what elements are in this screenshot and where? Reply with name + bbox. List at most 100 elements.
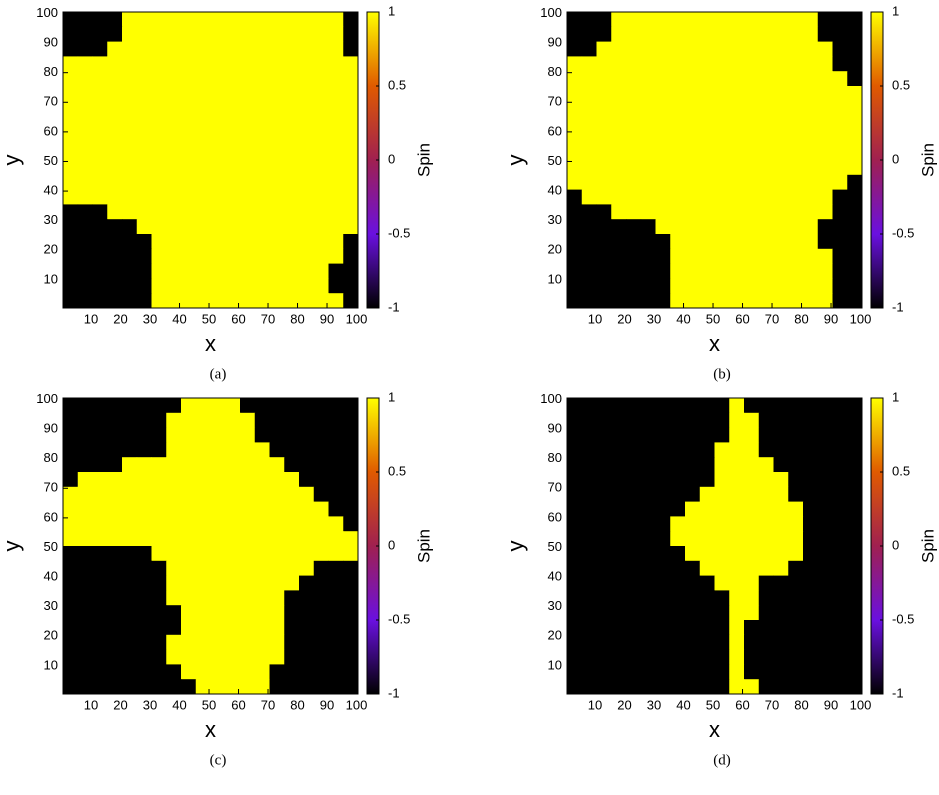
spin-cell [744, 516, 760, 532]
spin-cell [699, 219, 715, 235]
spin-cell [773, 457, 789, 473]
spin-cell [92, 590, 108, 606]
spin-cell [225, 605, 241, 621]
spin-cell [699, 86, 715, 102]
spin-cell [670, 620, 686, 636]
spin-cell [254, 130, 270, 146]
y-tick-label: 20 [44, 242, 58, 257]
spin-cell [714, 457, 730, 473]
spin-cell [328, 145, 344, 161]
spin-cell [122, 278, 138, 294]
spin-cell [240, 26, 256, 42]
spin-cell [611, 457, 627, 473]
spin-cell [77, 486, 93, 502]
spin-cell [817, 427, 833, 443]
spin-cell [181, 398, 197, 414]
spin-cell [181, 560, 197, 576]
spin-cell [729, 234, 745, 250]
spin-cell [122, 204, 138, 220]
spin-cell [670, 531, 686, 547]
spin-cell [640, 620, 656, 636]
spin-cell [758, 427, 774, 443]
spin-cell [269, 427, 285, 443]
spin-cell [655, 100, 671, 116]
spin-cell [744, 398, 760, 414]
spin-cell [210, 398, 226, 414]
x-tick-label: 60 [231, 311, 245, 326]
y-tick-label: 60 [548, 123, 562, 138]
spin-cell [847, 189, 863, 205]
spin-cell [225, 501, 241, 517]
x-tick-label: 90 [824, 311, 838, 326]
spin-cell [788, 649, 804, 665]
spin-cell [77, 115, 93, 131]
spin-cell [210, 590, 226, 606]
spin-cell [122, 486, 138, 502]
spin-cell [581, 219, 597, 235]
spin-cell [567, 486, 583, 502]
spin-cell [299, 189, 315, 205]
spin-cell [225, 86, 241, 102]
spin-cell [284, 427, 300, 443]
spin-cell [758, 605, 774, 621]
spin-cell [136, 605, 152, 621]
spin-cell [744, 204, 760, 220]
spin-cell [699, 664, 715, 680]
spin-cell [210, 174, 226, 190]
spin-cell [284, 546, 300, 562]
spin-cell [596, 130, 612, 146]
spin-cell [596, 56, 612, 72]
spin-cell [107, 531, 123, 547]
spin-cell [210, 427, 226, 443]
colorbar-tick-label: 1 [388, 3, 395, 18]
spin-cell [758, 115, 774, 131]
spin-cell [817, 12, 833, 28]
spin-cell [626, 248, 642, 264]
spin-cell [284, 442, 300, 458]
spin-cell [107, 649, 123, 665]
spin-cell [181, 531, 197, 547]
spin-cell [847, 590, 863, 606]
spin-cell [313, 174, 329, 190]
spin-cell [803, 41, 819, 57]
spin-cell [611, 86, 627, 102]
spin-cell [343, 457, 359, 473]
spin-cell [596, 620, 612, 636]
spin-cell [77, 412, 93, 428]
spin-cell [670, 130, 686, 146]
spin-cell [92, 501, 108, 517]
spin-cell [210, 575, 226, 591]
spin-cell [773, 26, 789, 42]
spin-cell [328, 679, 344, 695]
spin-cell [136, 590, 152, 606]
spin-cell [567, 56, 583, 72]
spin-cell [240, 649, 256, 665]
spin-cell [269, 575, 285, 591]
spin-cell [847, 634, 863, 650]
x-tick-label: 10 [588, 311, 602, 326]
spin-cell [803, 115, 819, 131]
spin-cell [63, 248, 79, 264]
spin-cell [685, 457, 701, 473]
spin-cell [832, 56, 848, 72]
spin-cell [240, 130, 256, 146]
spin-cell [181, 234, 197, 250]
spin-cell [655, 649, 671, 665]
spin-cell [343, 560, 359, 576]
x-tick-label: 60 [735, 311, 749, 326]
spin-cell [685, 634, 701, 650]
spin-cell [313, 12, 329, 28]
spin-cell [63, 130, 79, 146]
spin-cell [847, 472, 863, 488]
spin-cell [758, 590, 774, 606]
spin-cell [269, 86, 285, 102]
spin-cell [254, 472, 270, 488]
spin-cell [611, 546, 627, 562]
spin-cell [567, 472, 583, 488]
spin-cell [773, 664, 789, 680]
spin-cell [567, 145, 583, 161]
spin-cell [284, 575, 300, 591]
spin-cell [92, 26, 108, 42]
spin-cell [181, 679, 197, 695]
spin-cell [299, 472, 315, 488]
